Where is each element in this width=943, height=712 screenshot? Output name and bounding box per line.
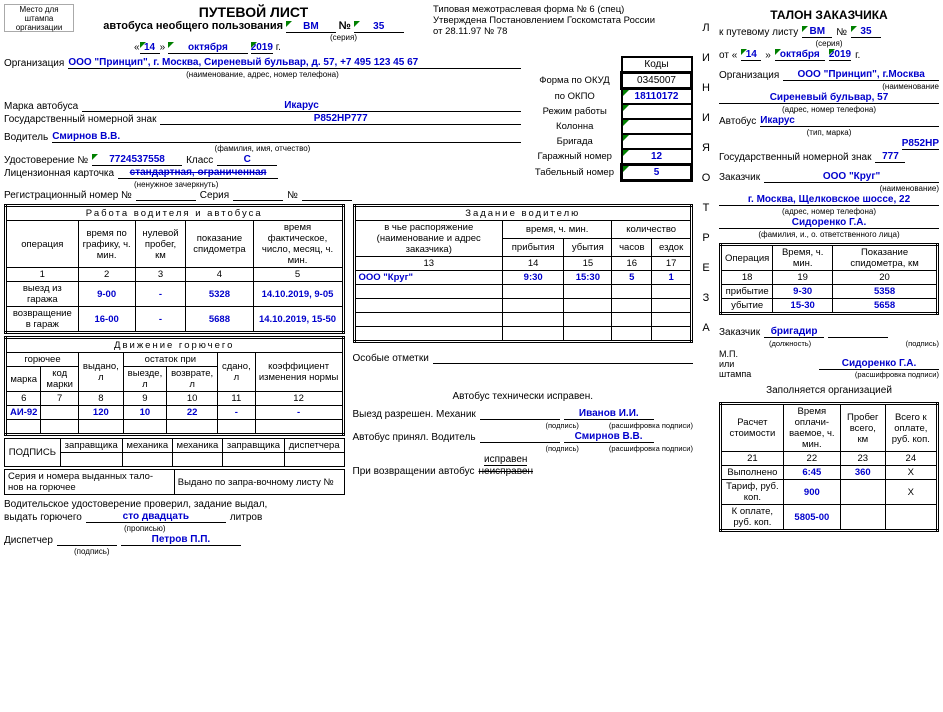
license-class[interactable]: С [217,154,277,166]
cut-line: ЛИН ИЯ ОТР ЕЗА [699,4,713,556]
codes-table: Коды Форма по ОКУД0345007 по ОКПО1811017… [529,56,693,182]
fuel-table: Движение горючего горючее выдано, л оста… [4,336,345,436]
stamp-placeholder: Место для штампа организации [4,4,74,32]
date-year[interactable]: 2019 [251,42,273,54]
talon-title: ТАЛОН ЗАКАЗЧИКА [719,8,939,22]
doc-title: ПУТЕВОЙ ЛИСТ [84,4,423,20]
date-day[interactable]: 14 [140,42,160,54]
bus-brand[interactable]: Икарус [82,100,521,112]
work-table: Работа водителя и автобуса операциявремя… [4,204,345,334]
calc-table: Расчет стоимостиВремя оплачи- ваемое, ч.… [719,402,939,532]
lic-card[interactable]: стандартная, ограниченная [118,167,278,179]
series[interactable]: ВМ [286,21,336,33]
driver[interactable]: Смирнов В.В. [52,131,521,143]
dispatcher-name[interactable]: Петров П.П. [121,534,241,546]
doc-subtitle: автобуса необщего пользования [103,20,283,32]
plate[interactable]: Р852НР777 [160,113,520,125]
driver-accept[interactable]: Смирнов В.В. [564,431,654,443]
organization[interactable]: ООО "Принцип", г. Москва, Сиреневый буль… [68,57,521,69]
talon-time-table: ОперацияВремя, ч. мин.Показание спидомет… [719,243,939,315]
form-note: Типовая межотраслевая форма № 6 (спец) У… [433,4,693,37]
task-table: Задание водителю в чье распоряжение (наи… [353,204,694,343]
sign-table: ПОДПИСЬзаправщикамеханикамеханиказаправщ… [4,438,345,467]
fuel-words[interactable]: сто двадцать [86,511,226,523]
license-num[interactable]: 7724537558 [92,154,182,166]
mechanic-name[interactable]: Иванов И.И. [564,408,654,420]
date-month[interactable]: октября [168,42,248,54]
doc-number[interactable]: 35 [354,21,404,33]
